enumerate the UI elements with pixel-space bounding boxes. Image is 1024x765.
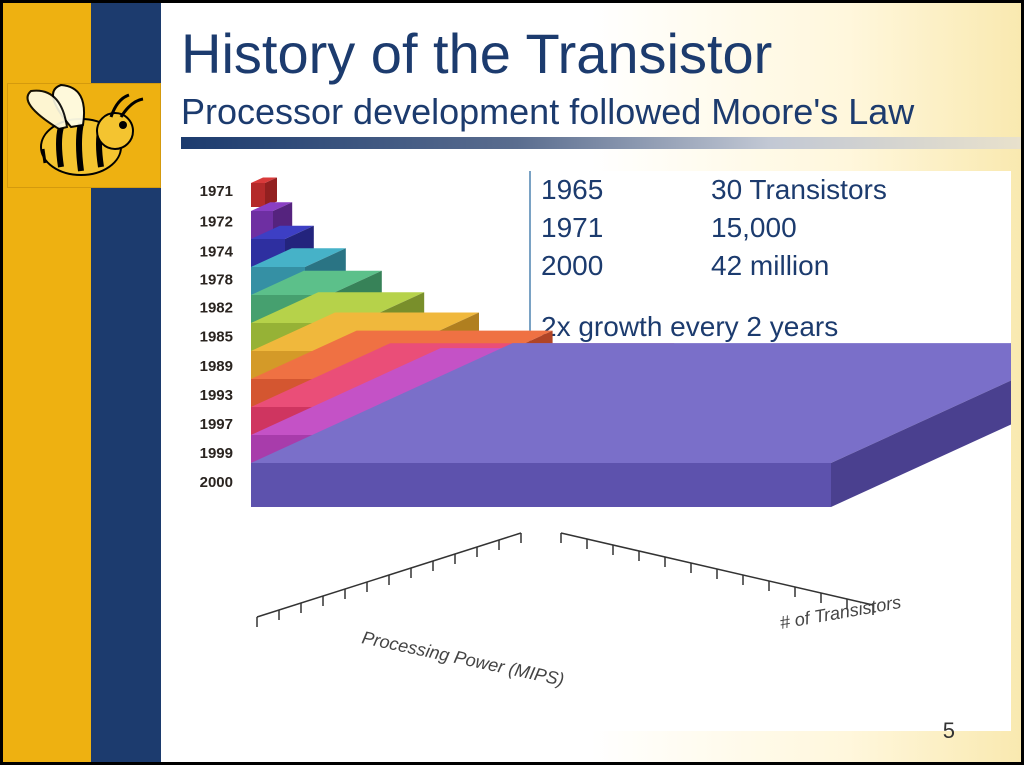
svg-text:1993: 1993 <box>200 387 233 404</box>
page-subtitle: Processor development followed Moore's L… <box>181 91 914 133</box>
page-number: 5 <box>943 718 955 744</box>
svg-text:1997: 1997 <box>200 416 233 433</box>
svg-text:Processing Power (MIPS): Processing Power (MIPS) <box>360 627 566 689</box>
svg-text:1982: 1982 <box>200 300 233 317</box>
yellowjacket-icon <box>0 67 165 207</box>
content-area: History of the Transistor Processor deve… <box>161 3 1021 762</box>
svg-text:2000: 2000 <box>200 474 233 491</box>
svg-text:1971: 1971 <box>200 183 233 200</box>
svg-text:1972: 1972 <box>200 213 233 230</box>
moores-law-chart: 1971 1972 1974 1978 1982 1985 1989 1993 1997 1999… <box>181 171 1011 731</box>
page-title: History of the Transistor <box>181 21 772 86</box>
svg-text:1985: 1985 <box>200 329 233 346</box>
svg-text:1974: 1974 <box>200 244 234 261</box>
svg-text:1989: 1989 <box>200 358 233 375</box>
chart-area: 1965 30 Transistors 1971 15,000 2000 42 … <box>181 171 1011 731</box>
svg-text:1978: 1978 <box>200 272 233 289</box>
svg-text:1999: 1999 <box>200 445 233 462</box>
divider-bar <box>181 137 1021 149</box>
slide-frame: History of the Transistor Processor deve… <box>0 0 1024 765</box>
